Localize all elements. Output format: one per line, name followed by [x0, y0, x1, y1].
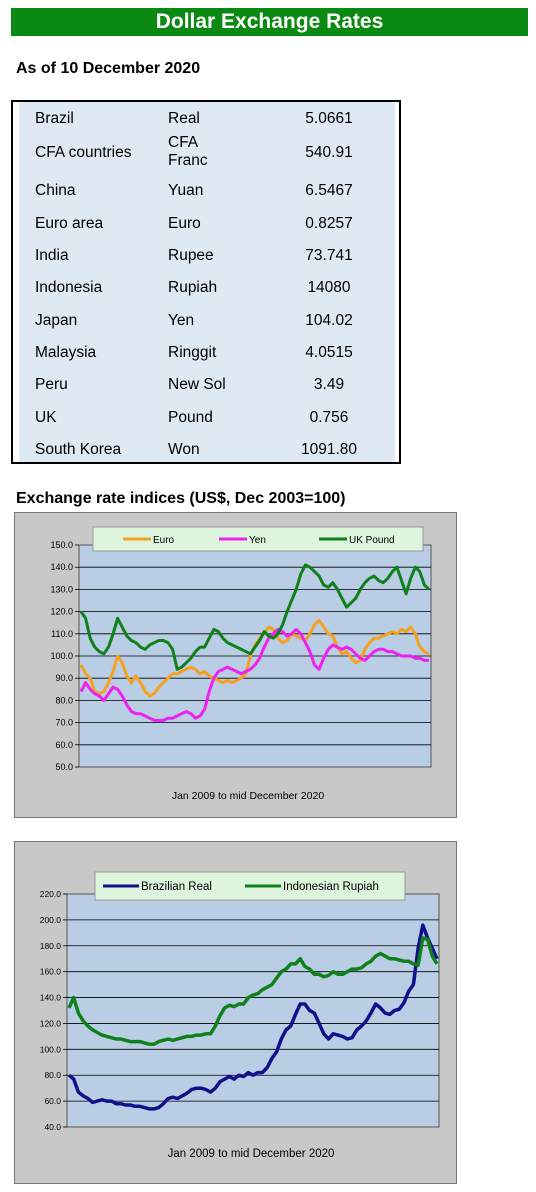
y-tick-label: 140.0	[40, 993, 62, 1003]
rate-country: Japan	[35, 312, 78, 329]
rate-country: UK	[35, 409, 57, 426]
plot-area	[66, 893, 440, 1128]
y-tick-label: 80.0	[55, 695, 73, 705]
rate-currency: Pound	[168, 409, 213, 426]
y-tick-label: 40.0	[44, 1122, 61, 1132]
y-tick-label: 150.0	[50, 540, 73, 550]
y-tick-label: 160.0	[40, 967, 62, 977]
legend-label: UK Pound	[349, 535, 395, 546]
rate-currency: Real	[168, 110, 200, 127]
rate-country: Peru	[35, 376, 68, 393]
y-tick-label: 120.0	[50, 607, 73, 617]
real-rupiah-index-chart: 40.0 60.0 80.0 100.0 120.0 140.0 160.0 180.0 200…	[40, 871, 440, 1160]
rate-currency: Won	[168, 441, 200, 458]
rates-table: Brazil Real 5.0661 CFA countries CFA Franc 54…	[11, 100, 401, 464]
y-tick-label: 70.0	[55, 718, 73, 728]
x-axis-label: Jan 2009 to mid December 2020	[172, 790, 325, 802]
rate-currency: CFA Franc	[168, 134, 208, 169]
y-tick-label: 200.0	[40, 915, 62, 925]
y-tick-label: 60.0	[55, 740, 73, 750]
rate-currency: New Sol	[168, 376, 226, 393]
rate-value: 1091.80	[300, 441, 358, 458]
y-tick-label: 80.0	[44, 1070, 61, 1080]
rate-currency: Yen	[168, 312, 195, 329]
y-tick-label: 100.0	[40, 1044, 62, 1054]
rate-country: Euro area	[35, 215, 104, 232]
rate-country: India	[35, 247, 69, 264]
exchange-rate-index-chart: 50.0 60.0 70.0 80.0 90.0 100.0 110.0 120.0 130.0…	[50, 526, 432, 802]
y-tick-label: 110.0	[51, 629, 73, 639]
legend-label: Brazilian Real	[141, 881, 212, 893]
index-chart-2-frame: 40.0 60.0 80.0 100.0 120.0 140.0 160.0 180.0 200…	[14, 841, 457, 1184]
rate-value: 0.8257	[305, 215, 353, 232]
y-tick-label: 100.0	[50, 651, 73, 661]
rate-value: 14080	[307, 279, 351, 296]
rate-currency: Euro	[168, 215, 201, 232]
y-tick-label: 140.0	[50, 562, 73, 572]
rate-value: 3.49	[313, 376, 345, 393]
rate-currency: Yuan	[168, 182, 204, 199]
rates-table-body: Brazil Real 5.0661 CFA countries CFA Franc 54…	[19, 102, 395, 462]
y-tick-label: 50.0	[55, 762, 73, 772]
rate-value: 4.0515	[305, 344, 353, 361]
index-chart-1-frame: 50.0 60.0 70.0 80.0 90.0 100.0 110.0 120.0 130.0…	[14, 512, 457, 818]
y-tick-label: 180.0	[40, 941, 62, 951]
y-tick-label: 120.0	[40, 1018, 62, 1028]
rate-country: Indonesia	[35, 279, 103, 296]
series-line-indonesian-rupiah	[67, 936, 439, 1046]
rate-value: 104.02	[305, 312, 353, 329]
rate-value: 6.5467	[305, 182, 353, 199]
index-section-title: Exchange rate indices (US$, Dec 2003=100…	[16, 490, 346, 507]
legend-label: Euro	[153, 535, 175, 546]
page-title: Dollar Exchange Rates	[11, 8, 528, 36]
rate-currency: Ringgit	[168, 344, 217, 361]
rate-value: 0.756	[309, 409, 349, 426]
rate-value: 540.91	[305, 144, 353, 161]
series-line-uk-pound	[79, 563, 431, 671]
y-tick-label: 60.0	[44, 1096, 61, 1106]
rate-country: Brazil	[35, 110, 74, 127]
rate-country: Malaysia	[35, 344, 97, 361]
series-line-yen	[79, 627, 429, 722]
rate-value: 73.741	[305, 247, 353, 264]
y-tick-label: 90.0	[55, 673, 73, 683]
y-tick-label: 220.0	[40, 889, 62, 899]
as-of-date: As of 10 December 2020	[16, 60, 201, 77]
legend-label: Yen	[249, 535, 266, 546]
rate-country: South Korea	[35, 441, 122, 458]
series-line-brazilian-real	[67, 923, 439, 1111]
rate-value: 5.0661	[305, 110, 353, 127]
rate-country: CFA countries	[35, 144, 132, 161]
rate-currency: Rupiah	[168, 279, 218, 296]
x-axis-label: Jan 2009 to mid December 2020	[168, 1148, 335, 1160]
rate-country: China	[35, 182, 76, 199]
y-tick-label: 130.0	[50, 584, 73, 594]
legend-label: Indonesian Rupiah	[283, 881, 379, 893]
rate-currency: Rupee	[168, 247, 214, 264]
